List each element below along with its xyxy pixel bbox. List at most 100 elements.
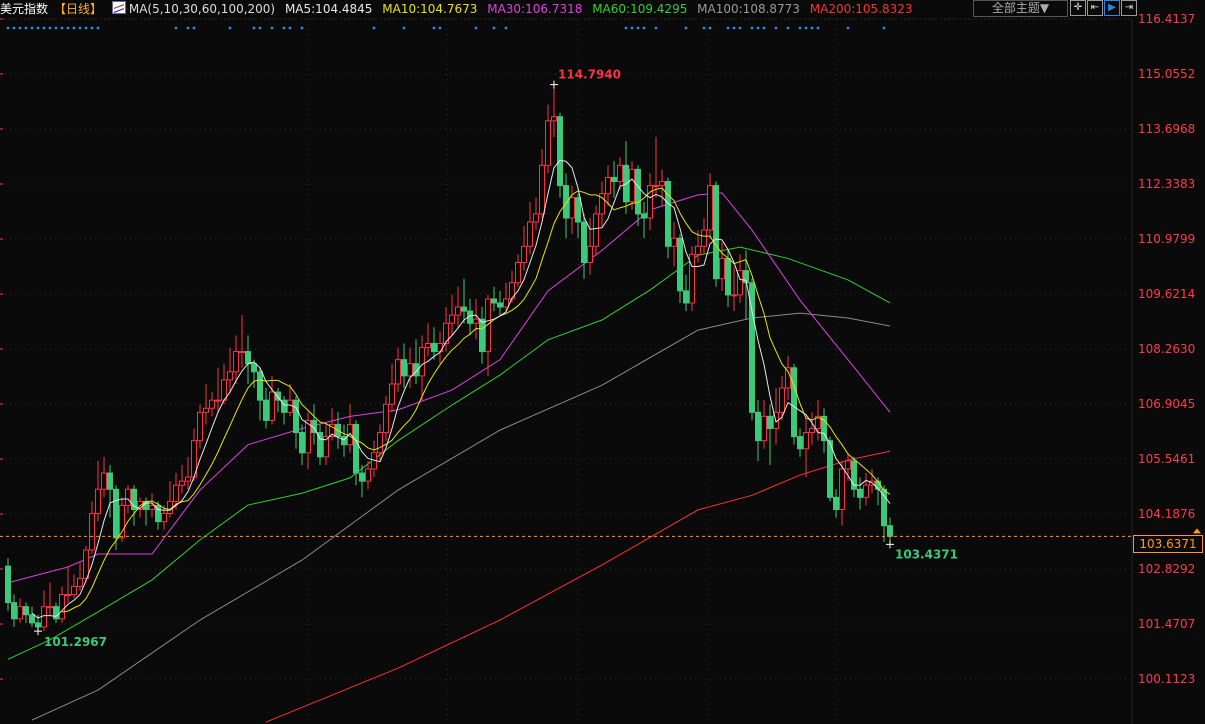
- ma-params[interactable]: MA(5,10,30,60,100,200): [128, 2, 276, 16]
- ma30-value: MA30:106.7318: [487, 2, 583, 16]
- candle: [761, 400, 767, 449]
- candle-body: [461, 306, 467, 312]
- candle: [815, 400, 821, 441]
- range-icon[interactable]: ⇤: [1087, 0, 1103, 16]
- event-marker: [786, 26, 790, 30]
- candle: [167, 481, 173, 518]
- event-marker: [774, 26, 778, 30]
- candle-body: [155, 504, 161, 523]
- candle: [47, 582, 53, 615]
- candle: [83, 545, 89, 583]
- event-marker: [882, 26, 886, 30]
- event-marker: [186, 26, 190, 30]
- y-tick-label: 105.5461: [1138, 452, 1195, 466]
- candle-body: [809, 428, 815, 434]
- candle-body: [83, 549, 89, 579]
- ma30-line: [7, 192, 891, 584]
- candle: [341, 424, 347, 457]
- event-marker: [798, 26, 802, 30]
- candle: [89, 501, 95, 555]
- candle-body: [683, 290, 689, 304]
- candle: [263, 388, 269, 429]
- ma200-value: MA200:105.8323: [809, 2, 913, 16]
- candle-body: [563, 185, 569, 219]
- candle: [653, 136, 659, 198]
- candle: [161, 505, 167, 530]
- event-marker: [750, 26, 754, 30]
- candle-body: [431, 342, 437, 353]
- candle-body: [269, 391, 275, 421]
- candle: [587, 217, 593, 275]
- candle-body: [23, 606, 29, 616]
- candle-body: [887, 525, 893, 537]
- candle-body: [767, 415, 773, 430]
- expand-icon[interactable]: ⇥: [1121, 0, 1137, 16]
- candle: [419, 335, 425, 401]
- candle-body: [377, 432, 383, 454]
- candle-body: [251, 363, 257, 373]
- ma10-line: [61, 187, 891, 613]
- event-marker: [30, 26, 34, 30]
- candle: [635, 165, 641, 227]
- candle: [101, 456, 107, 498]
- candle: [395, 347, 401, 393]
- candle-body: [851, 460, 857, 490]
- crosshair-icon[interactable]: ✛: [1070, 0, 1086, 16]
- event-marker: [42, 26, 46, 30]
- candle-body: [569, 197, 575, 219]
- candle-body: [65, 594, 71, 597]
- theme-dropdown[interactable]: 全部主题▼: [973, 0, 1068, 17]
- candle-body: [233, 351, 239, 373]
- y-tick-label: 113.6968: [1138, 122, 1195, 136]
- candle-body: [599, 193, 605, 215]
- candle-body: [11, 602, 17, 620]
- event-marker: [252, 26, 256, 30]
- event-marker: [636, 26, 640, 30]
- event-marker: [432, 26, 436, 30]
- event-marker: [492, 26, 496, 30]
- candle-body: [275, 391, 281, 401]
- event-marker: [258, 26, 262, 30]
- candle-body: [485, 298, 491, 353]
- candle-body: [71, 585, 77, 596]
- candle: [311, 404, 317, 445]
- low-label: 101.2967: [44, 635, 107, 649]
- event-marker: [18, 26, 22, 30]
- candle: [413, 339, 419, 384]
- candle-body: [707, 185, 713, 231]
- candle: [293, 396, 299, 449]
- candle: [431, 327, 437, 360]
- candle: [215, 367, 221, 413]
- candle: [665, 177, 671, 259]
- candle: [731, 266, 737, 312]
- current-price-box: 103.6371: [1133, 535, 1203, 554]
- candle: [647, 173, 653, 231]
- candle-body: [881, 488, 887, 527]
- candle-body: [53, 606, 59, 620]
- candle: [323, 424, 329, 465]
- candle-body: [473, 318, 479, 324]
- event-marker: [66, 26, 70, 30]
- candle-body: [653, 185, 659, 188]
- candle-body: [575, 197, 581, 223]
- candle-body: [347, 423, 353, 446]
- y-tick-label: 106.9045: [1138, 397, 1195, 411]
- candle: [755, 400, 761, 461]
- indicator-icon[interactable]: [111, 1, 126, 14]
- play-icon[interactable]: ▶: [1104, 0, 1120, 16]
- candle-body: [227, 371, 233, 381]
- candle-body: [821, 415, 827, 442]
- candle-body: [359, 472, 365, 482]
- candle-body: [839, 468, 845, 510]
- event-marker: [6, 26, 10, 30]
- candle: [251, 359, 257, 389]
- period-label[interactable]: 【日线】: [54, 2, 103, 16]
- event-marker: [72, 26, 76, 30]
- candle: [53, 602, 59, 623]
- candle-body: [149, 504, 155, 510]
- candle: [845, 452, 851, 482]
- candle-body: [455, 306, 461, 316]
- candle: [677, 234, 683, 303]
- candle-body: [695, 245, 701, 255]
